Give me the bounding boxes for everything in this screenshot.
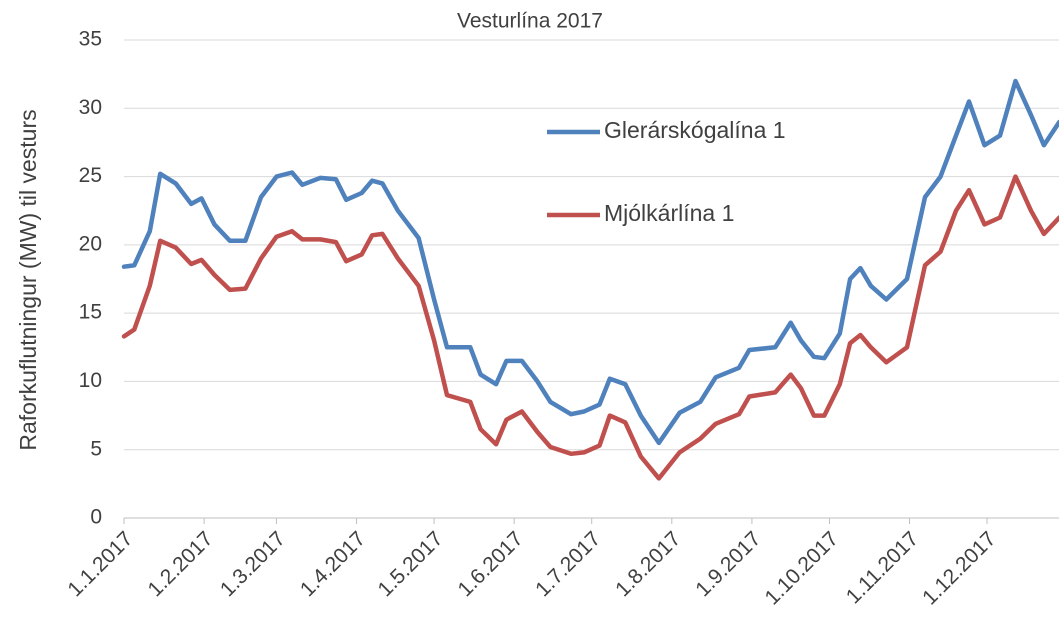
x-tick-label: 1.7.2017 — [531, 527, 605, 601]
x-tick-label: 1.3.2017 — [216, 527, 290, 601]
legend-label: Glerárskógalína 1 — [604, 117, 786, 143]
y-axis-label: Raforkuflutningur (MW) til vesturs — [15, 109, 41, 450]
x-tick-label: 1.8.2017 — [611, 527, 685, 601]
x-tick-label: 1.6.2017 — [454, 527, 528, 601]
x-tick-label: 1.12.2017 — [918, 527, 1000, 609]
x-tick-label: 1.10.2017 — [761, 527, 843, 609]
y-tick-label: 25 — [79, 164, 102, 187]
series-line — [121, 174, 1059, 481]
y-tick-label: 10 — [79, 369, 102, 392]
x-tick-label: 1.4.2017 — [296, 527, 370, 601]
y-tick-label: 30 — [79, 96, 102, 119]
y-tick-label: 5 — [90, 437, 102, 460]
x-tick-label: 1.1.2017 — [63, 527, 137, 601]
x-tick-label: 1.9.2017 — [691, 527, 765, 601]
legend-label: Mjólkárlína 1 — [604, 200, 734, 226]
y-tick-label: 35 — [79, 28, 102, 51]
y-tick-label: 0 — [90, 506, 102, 529]
x-tick-label: 1.11.2017 — [842, 527, 923, 608]
y-tick-label: 15 — [79, 301, 102, 324]
y-tick-label: 20 — [79, 232, 102, 255]
x-tick-label: 1.2.2017 — [143, 527, 217, 601]
series-line — [121, 78, 1059, 446]
x-tick-label: 1.5.2017 — [373, 527, 447, 601]
chart-title: Vesturlína 2017 — [457, 10, 603, 33]
